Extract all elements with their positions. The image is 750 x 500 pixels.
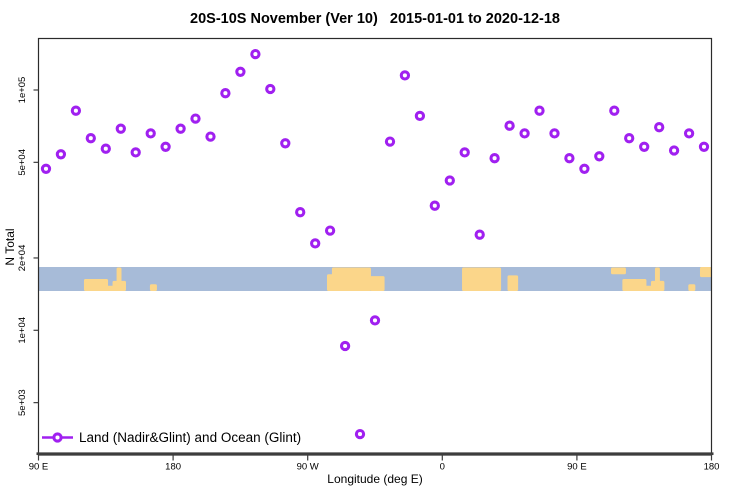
land-patch-new-caledonia [149, 284, 157, 291]
data-point [160, 141, 171, 152]
y-tick-label: 5e+04 [17, 149, 28, 176]
data-point [564, 153, 575, 164]
x-tick-label: 180 [704, 462, 720, 473]
data-point [459, 147, 470, 158]
legend-marker-icon [52, 432, 63, 443]
data-point [504, 120, 515, 131]
x-tick-label: 90 E [29, 462, 49, 473]
data-point [579, 163, 590, 174]
y-axis-label: N Total [3, 228, 17, 266]
data-point [324, 225, 336, 236]
y-tick-label: 1e+05 [17, 77, 28, 104]
x-tick-label: 90 E [567, 462, 587, 473]
land-patch-cape-york [116, 267, 122, 291]
data-point [519, 128, 530, 139]
data-point [115, 123, 126, 134]
data-point [429, 200, 440, 211]
data-point [190, 113, 201, 124]
data-point [250, 48, 261, 60]
data-point [474, 229, 485, 240]
x-tick-label: 180 [165, 462, 181, 473]
land-patch-australia-strip-repeat [641, 285, 654, 291]
data-point [145, 128, 156, 139]
data-point [639, 141, 650, 152]
data-point [534, 105, 545, 116]
data-point [130, 147, 141, 158]
data-point [354, 428, 366, 440]
data-point [310, 238, 321, 249]
data-point [205, 131, 216, 142]
land-patch-timor-islands [610, 267, 626, 275]
land-patch-south-america-east [370, 276, 385, 291]
data-point [444, 175, 455, 186]
data-point [100, 143, 111, 154]
data-point [280, 138, 291, 149]
land-patch-south-america-main [331, 267, 371, 291]
data-point [235, 66, 246, 77]
data-point [339, 340, 351, 352]
y-tick-label: 2e+04 [17, 245, 28, 272]
data-point [594, 151, 605, 162]
land-patch-madagascar [507, 275, 519, 291]
data-point [668, 145, 680, 156]
data-point [369, 315, 381, 326]
plot-frame [37, 37, 713, 456]
data-point [609, 105, 620, 116]
data-point [414, 110, 426, 122]
data-point [265, 83, 276, 95]
y-tick-label: 1e+04 [17, 317, 28, 344]
data-point [175, 123, 186, 134]
data-point [384, 136, 396, 147]
x-axis-label: Longitude (deg E) [327, 472, 423, 486]
land-patch-fiji-corner [699, 267, 712, 278]
data-point [698, 141, 710, 152]
data-point [549, 128, 560, 139]
data-point [489, 153, 500, 164]
land-patch-australia-nw [83, 279, 109, 291]
data-point [399, 70, 411, 81]
land-patch-australia-nw-repeat [622, 279, 647, 291]
data-point [85, 133, 96, 144]
land-patch-australia-south-strip [102, 285, 115, 291]
y-tick-label: 5e+03 [17, 389, 28, 416]
chart-title: 20S-10S November (Ver 10) 2015-01-01 to … [190, 11, 560, 27]
data-point [683, 128, 695, 139]
data-point [220, 88, 231, 99]
x-tick-label: 0 [440, 462, 445, 473]
data-point [654, 122, 665, 133]
data-point [295, 207, 306, 218]
land-patch-new-caledonia-repeat [688, 284, 696, 291]
land-patch-cape-york-repeat [654, 267, 660, 291]
land-patch-africa [462, 267, 502, 291]
data-point [40, 163, 52, 174]
data-point [70, 105, 82, 116]
legend-label: Land (Nadir&Glint) and Ocean (Glint) [79, 430, 302, 445]
data-point [55, 149, 67, 160]
data-point [624, 133, 635, 144]
x-tick-label: 90 W [297, 462, 319, 473]
